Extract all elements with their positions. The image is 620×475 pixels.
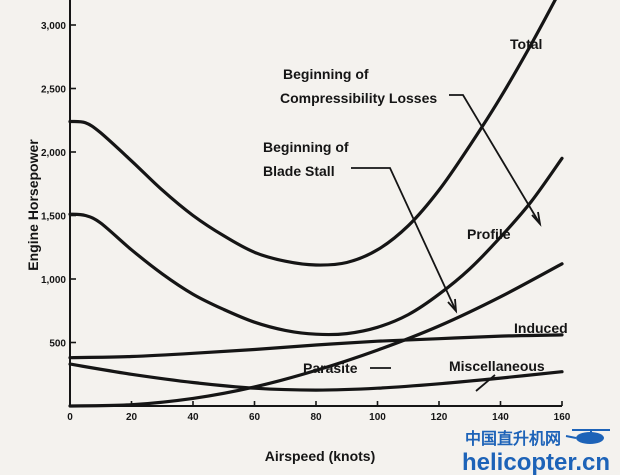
x-axis-title: Airspeed (knots)	[265, 448, 375, 464]
y-tick-label: 2,000	[41, 148, 66, 159]
x-tick-label: 60	[249, 412, 261, 423]
series-label-miscellaneous: Miscellaneous	[449, 358, 545, 374]
watermark: 中国直升机网 helicopter.cn	[462, 429, 610, 475]
x-tick-label: 80	[310, 412, 322, 423]
annotation-compressibility-line-1: Beginning of	[283, 66, 369, 82]
compressibility-arrowhead	[531, 211, 542, 227]
x-tick-label: 20	[126, 412, 138, 423]
y-tick-label: 500	[49, 339, 66, 350]
x-tick-label: 100	[369, 412, 386, 423]
series-line-profile	[68, 156, 564, 337]
watermark-en: helicopter.cn	[462, 449, 610, 475]
series-label-profile: Profile	[467, 226, 511, 242]
annotation-blade-stall-line-1: Beginning of	[263, 139, 349, 155]
series-labels: Total Profile Induced Parasite Miscellan…	[303, 36, 568, 376]
y-tick-label: 2,500	[41, 85, 66, 96]
x-tick-label: 0	[67, 412, 73, 423]
y-tick-label: 1,500	[41, 212, 66, 223]
x-tick-label: 160	[554, 412, 571, 423]
x-tick-label: 120	[431, 412, 448, 423]
series-line-induced	[68, 333, 564, 360]
series-line-total	[68, 0, 557, 267]
blade-stall-arrowhead	[447, 298, 458, 314]
y-axis-title: Engine Horsepower	[25, 139, 41, 271]
x-tick-label: 40	[187, 412, 199, 423]
y-tick-label: 1,000	[41, 275, 66, 286]
series-line-parasite	[68, 262, 564, 408]
blade-stall-leader	[351, 167, 457, 312]
compressibility-leader	[449, 94, 541, 225]
series-group	[68, 0, 564, 408]
series-label-total: Total	[510, 36, 542, 52]
series-label-induced: Induced	[514, 320, 568, 336]
annotation-compressibility-line-2: Compressibility Losses	[280, 90, 437, 106]
helicopter-logo-icon	[565, 429, 610, 444]
x-tick-label: 140	[492, 412, 509, 423]
y-tick-label: 3,000	[41, 21, 66, 32]
annotations: Beginning of Compressibility Losses Begi…	[263, 66, 542, 392]
series-label-parasite: Parasite	[303, 360, 358, 376]
tick-group: 0 20 40 60 80 100 120 140 160 500 1,000 1,500 2,000 2…	[41, 21, 571, 423]
miscellaneous-leader	[475, 374, 496, 392]
series-line-miscellaneous	[68, 362, 564, 392]
watermark-cn: 中国直升机网	[465, 429, 561, 448]
annotation-blade-stall-line-2: Blade Stall	[263, 163, 335, 179]
